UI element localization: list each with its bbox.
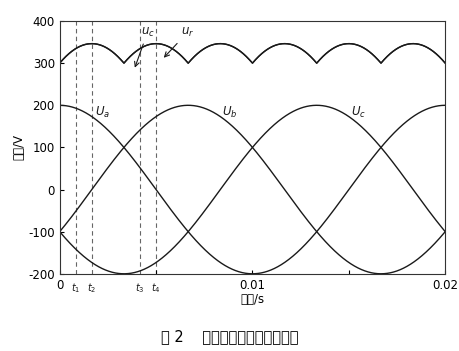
Text: $U_a$: $U_a$ [95, 105, 110, 120]
Text: $u_r$: $u_r$ [165, 26, 194, 57]
Text: $t_1$: $t_1$ [71, 282, 80, 295]
Text: $U_b$: $U_b$ [222, 105, 237, 120]
Text: $u_c$: $u_c$ [134, 26, 155, 67]
X-axis label: 时间/s: 时间/s [241, 293, 264, 306]
Text: $U_c$: $U_c$ [351, 105, 366, 120]
Y-axis label: 电压/V: 电压/V [12, 134, 25, 160]
Text: $t_2$: $t_2$ [87, 282, 96, 295]
Text: 图 2    三相输入及母线电压波形: 图 2 三相输入及母线电压波形 [161, 330, 298, 344]
Text: $t_4$: $t_4$ [151, 282, 161, 295]
Text: $t_3$: $t_3$ [135, 282, 145, 295]
